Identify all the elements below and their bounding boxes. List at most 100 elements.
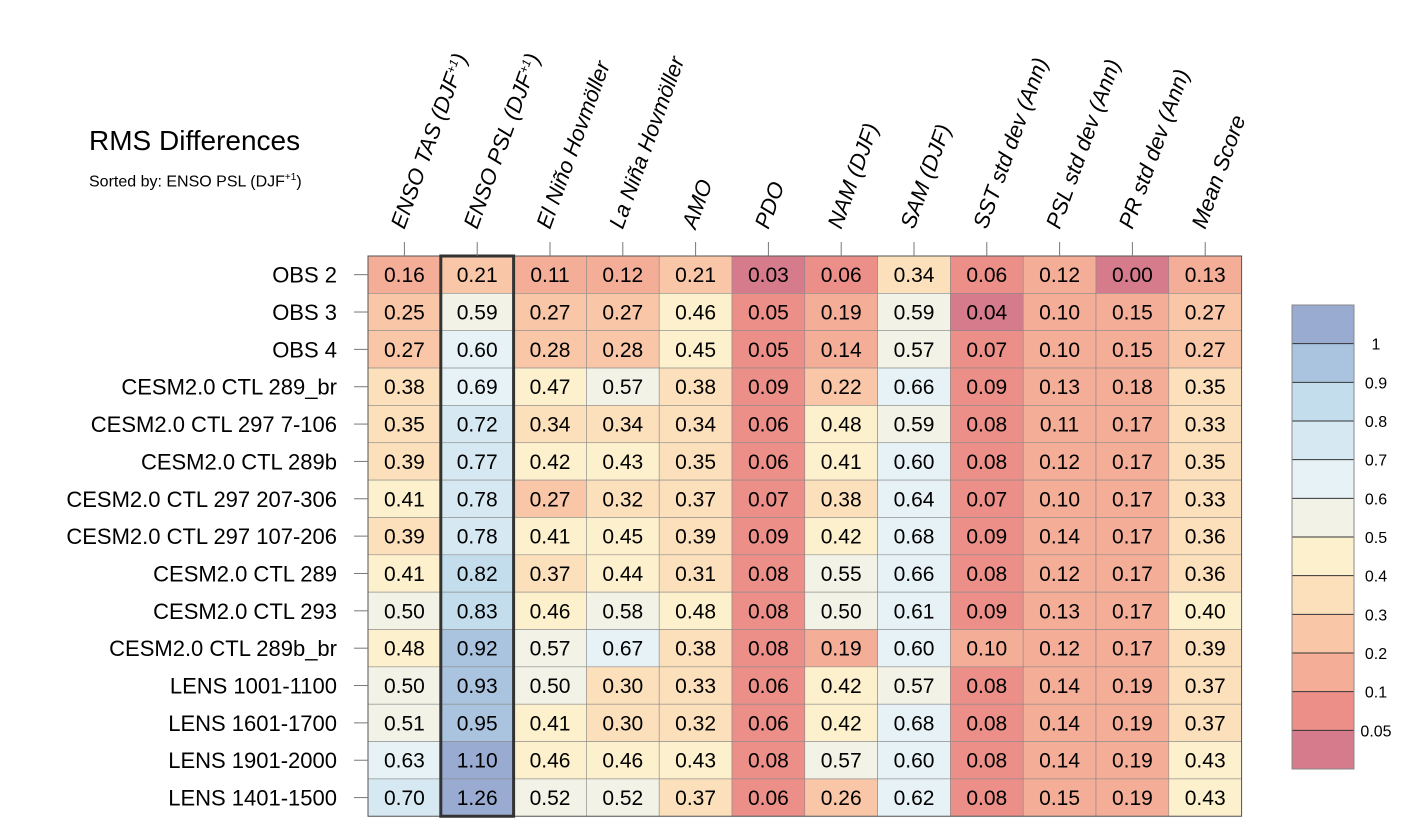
column-label-text: AMO: [676, 176, 717, 234]
cell-value: 0.25: [384, 302, 425, 325]
heatmap-cell: [877, 778, 951, 817]
cell-value: 0.06: [821, 264, 862, 287]
cell-value: 0.35: [675, 451, 716, 474]
cell-value: 0.06: [748, 787, 789, 810]
cell-value: 0.13: [1039, 600, 1080, 623]
heatmap-cell: [877, 629, 951, 668]
cell-value: 0.08: [966, 451, 1007, 474]
heatmap-cell: [1022, 293, 1097, 332]
cell-value: 0.21: [457, 264, 498, 287]
heatmap-cell: [658, 666, 733, 705]
heatmap-cell: [1022, 479, 1097, 518]
heatmap-cell: [950, 741, 1024, 780]
cell-value: 0.35: [1185, 376, 1226, 399]
heatmap-cell: [1168, 778, 1242, 817]
column-label: ENSO PSL (DJF+1): [458, 50, 545, 232]
cell-value: 0.19: [1112, 712, 1153, 735]
cell-value: 0.07: [966, 339, 1007, 362]
heatmap-cell: [513, 629, 587, 668]
cell-value: 0.40: [1185, 600, 1226, 623]
column-label: NAM (DJF): [822, 120, 883, 232]
heatmap-cell: [804, 255, 878, 294]
cell-value: 0.12: [602, 264, 643, 287]
heatmap-cell: [731, 591, 806, 630]
heatmap-cell: [1095, 293, 1170, 332]
cell-value: 0.19: [821, 302, 862, 325]
heatmap-cell: [367, 703, 442, 742]
cell-value: 0.09: [748, 376, 789, 399]
cell-value: 0.59: [457, 302, 498, 325]
cell-value: 0.09: [748, 526, 789, 549]
cell-value: 0.30: [602, 712, 643, 735]
heatmap-cell: [1168, 629, 1242, 668]
heatmap-cell: [950, 330, 1024, 369]
heatmap-cell: [1168, 479, 1242, 518]
heatmap-cell: [586, 330, 660, 369]
column-label-text: NAM (DJF): [822, 120, 883, 232]
cell-value: 0.92: [457, 638, 498, 661]
cell-value: 0.06: [748, 414, 789, 437]
column-label-text: El Niño Hovmöller: [531, 56, 615, 232]
cell-value: 0.63: [384, 750, 425, 773]
cell-value: 0.41: [530, 712, 571, 735]
heatmap-cell: [804, 442, 878, 481]
cell-value: 0.19: [821, 638, 862, 661]
heatmap-cell: [804, 666, 878, 705]
cell-value: 0.83: [457, 600, 498, 623]
heatmap-cell: [440, 479, 514, 518]
cell-value: 0.09: [966, 526, 1007, 549]
heatmap-cell: [804, 741, 878, 780]
cell-value: 0.28: [602, 339, 643, 362]
colorbar-label: 0.6: [1365, 491, 1387, 508]
heatmap-cell: [440, 405, 514, 444]
cell-value: 0.12: [1039, 638, 1080, 661]
cell-value: 0.41: [821, 451, 862, 474]
cell-value: 0.46: [530, 750, 571, 773]
cell-value: 0.09: [966, 376, 1007, 399]
cell-value: 0.37: [675, 787, 716, 810]
heatmap-cell: [950, 591, 1024, 630]
colorbar-bin: [1292, 498, 1354, 537]
cell-value: 0.19: [1112, 675, 1153, 698]
cell-value: 0.04: [966, 302, 1007, 325]
cell-value: 0.06: [748, 712, 789, 735]
subtitle-prefix: Sorted by: ENSO PSL (DJF: [89, 173, 285, 191]
heatmap-cell: [513, 703, 587, 742]
cell-value: 0.27: [530, 302, 571, 325]
cell-value: 0.61: [894, 600, 935, 623]
cell-value: 0.52: [530, 787, 571, 810]
heatmap-cell: [586, 629, 660, 668]
heatmap-cell: [1022, 255, 1097, 294]
cell-value: 0.66: [894, 376, 935, 399]
column-label: PDO: [750, 178, 790, 231]
cell-value: 0.00: [1112, 264, 1153, 287]
cell-value: 0.95: [457, 712, 498, 735]
chart-subtitle: Sorted by: ENSO PSL (DJF+1): [89, 172, 302, 191]
cell-value: 0.42: [821, 526, 862, 549]
heatmap-cell: [440, 778, 514, 817]
colorbar-label: 0.3: [1365, 607, 1387, 624]
cell-value: 0.41: [384, 488, 425, 511]
colorbar-bin: [1292, 305, 1354, 344]
heatmap-cell: [950, 405, 1024, 444]
heatmap-cell: [731, 293, 806, 332]
cell-value: 0.34: [675, 414, 716, 437]
cell-value: 0.69: [457, 376, 498, 399]
cell-value: 0.26: [821, 787, 862, 810]
cell-value: 0.09: [966, 600, 1007, 623]
heatmap-cell: [950, 293, 1024, 332]
heatmap-cell: [1022, 330, 1097, 369]
cell-value: 0.15: [1112, 339, 1153, 362]
heatmap-cell: [804, 479, 878, 518]
cell-value: 0.41: [384, 563, 425, 586]
heatmap-cell: [658, 255, 733, 294]
heatmap-cell: [513, 554, 587, 593]
heatmap-cell: [1022, 703, 1097, 742]
heatmap-cell: [586, 703, 660, 742]
cell-value: 0.06: [748, 451, 789, 474]
cell-value: 0.14: [1039, 675, 1080, 698]
cell-value: 0.10: [1039, 488, 1080, 511]
cell-value: 0.60: [894, 451, 935, 474]
cell-value: 0.35: [1185, 451, 1226, 474]
heatmap-cell: [731, 405, 806, 444]
